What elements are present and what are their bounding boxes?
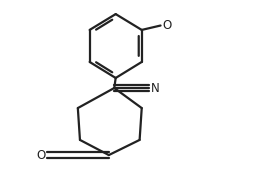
Text: O: O <box>36 149 46 162</box>
Text: N: N <box>151 81 160 95</box>
Text: O: O <box>162 19 172 32</box>
